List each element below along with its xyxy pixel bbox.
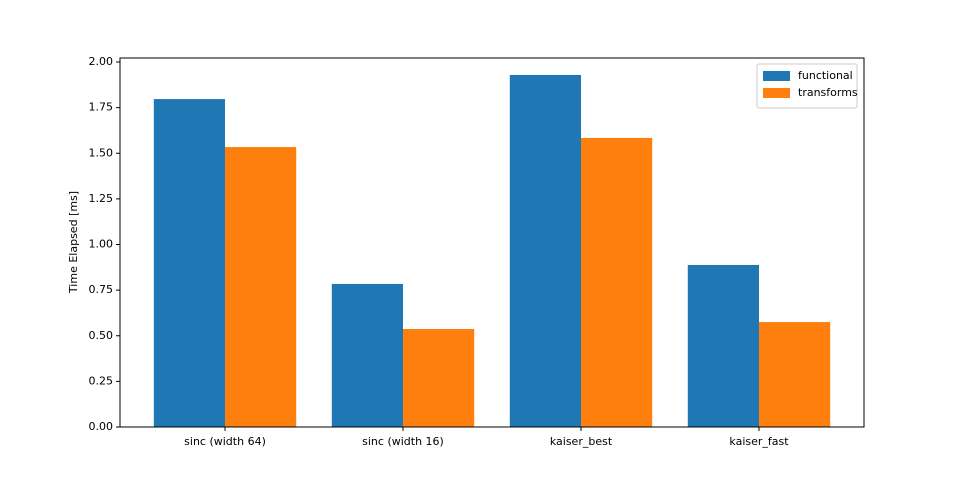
y-tick-label: 1.25 (89, 192, 114, 205)
x-tick-label: kaiser_fast (729, 435, 789, 448)
y-tick-label: 1.50 (89, 146, 114, 159)
legend-label: functional (798, 69, 853, 82)
legend-label: transforms (798, 86, 858, 99)
bar (580, 137, 653, 427)
x-tick-label: sinc (width 64) (184, 435, 266, 448)
x-tick-label: kaiser_best (550, 435, 613, 448)
y-tick-label: 1.00 (89, 238, 114, 251)
bar (687, 264, 759, 427)
bar (225, 147, 297, 427)
y-axis-label: Time Elapsed [ms] (67, 191, 80, 294)
bar (153, 99, 226, 428)
y-tick-label: 1.75 (89, 101, 114, 114)
legend-swatch (763, 71, 790, 81)
y-tick-label: 0.00 (89, 420, 114, 433)
plot-frame (119, 57, 865, 428)
legend: functional transforms (756, 63, 858, 109)
x-tick-label: sinc (width 16) (362, 435, 444, 448)
bar (758, 322, 831, 427)
y-tick-label: 2.00 (89, 55, 114, 68)
legend-swatch (763, 88, 790, 98)
bar (331, 283, 404, 427)
y-tick-label: 0.75 (89, 283, 114, 296)
bar (509, 74, 581, 428)
y-tick-label: 0.25 (89, 374, 114, 387)
y-tick-label: 0.50 (89, 329, 114, 342)
bar (403, 329, 475, 427)
